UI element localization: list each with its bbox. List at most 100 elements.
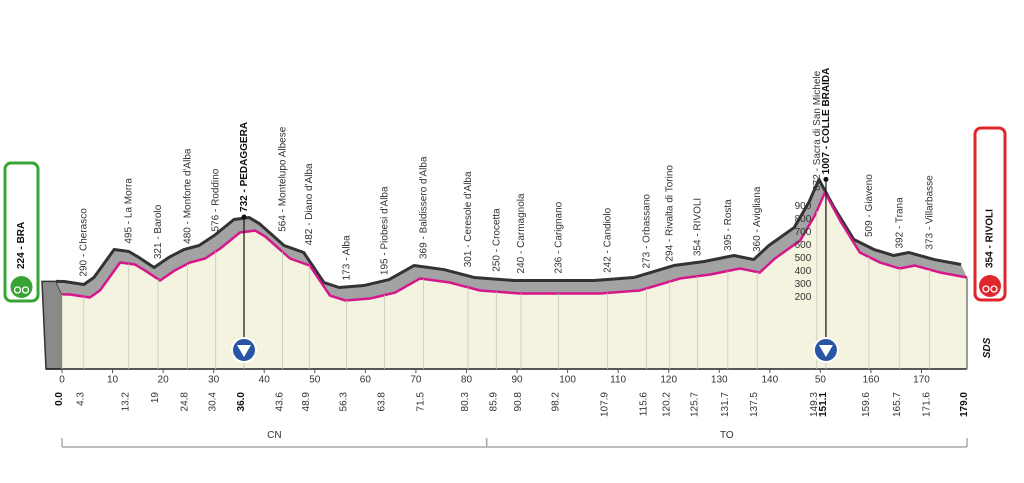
profile-outline bbox=[55, 177, 962, 289]
x-tick-label: 90 bbox=[511, 375, 523, 386]
place-label: 732 - PEDAGGERA bbox=[239, 122, 250, 212]
logo: SDS bbox=[982, 337, 993, 358]
km-label: 115.6 bbox=[638, 392, 649, 417]
place-label: 360 - Avigliana bbox=[752, 186, 763, 252]
start-icon-wheel bbox=[21, 286, 30, 294]
place-label: 480 - Monforte d'Alba bbox=[182, 148, 193, 244]
marker-dot bbox=[823, 176, 829, 182]
place-label: 395 - Rosta bbox=[723, 199, 734, 251]
km-label: 63.8 bbox=[377, 392, 388, 412]
y-tick-label: 300 bbox=[795, 279, 812, 290]
place-label: 354 - RIVOLI bbox=[693, 198, 704, 256]
start-icon-wheel bbox=[13, 286, 22, 294]
place-label: 576 - Roddino bbox=[211, 168, 222, 231]
x-tick-label: 50 bbox=[815, 375, 827, 386]
km-label: 36.0 bbox=[236, 392, 247, 412]
x-tick-label: 100 bbox=[559, 375, 576, 386]
x-tick-label: 140 bbox=[761, 375, 778, 386]
x-tick-label: 60 bbox=[360, 375, 372, 386]
km-label: 131.7 bbox=[720, 392, 731, 417]
x-tick-label: 10 bbox=[107, 375, 119, 386]
place-label: 240 - Carmagnola bbox=[516, 193, 527, 273]
start-label: 224 - BRA bbox=[16, 222, 27, 269]
place-label: 392 - Trana bbox=[895, 197, 906, 249]
place-label: 872 - Sacra di San Michele bbox=[812, 70, 823, 191]
place-label: 250 - Crocetta bbox=[491, 208, 502, 272]
x-tick-label: 20 bbox=[158, 375, 170, 386]
km-label: 90.8 bbox=[513, 392, 524, 412]
place-label: 321 - Barolo bbox=[153, 204, 164, 259]
x-tick-label: 120 bbox=[660, 375, 677, 386]
start-icon bbox=[10, 276, 33, 298]
km-label: 149.3 bbox=[809, 392, 820, 417]
x-tick-label: 0 bbox=[59, 375, 65, 386]
km-label: 137.5 bbox=[749, 392, 760, 417]
km-label: 56.3 bbox=[339, 392, 350, 412]
km-label: 43.6 bbox=[274, 392, 285, 412]
start-badge bbox=[3, 161, 40, 303]
km-label: 107.9 bbox=[600, 392, 611, 417]
finish-icon bbox=[979, 275, 1001, 297]
km-label: 48.9 bbox=[301, 392, 312, 412]
profile-shade bbox=[56, 179, 967, 301]
x-tick-label: 70 bbox=[410, 375, 422, 386]
km-label: 71.5 bbox=[415, 392, 426, 412]
km-label: 80.3 bbox=[460, 392, 471, 412]
region-label: TO bbox=[720, 430, 734, 441]
km-label: 125.7 bbox=[690, 392, 701, 417]
region-label: CN bbox=[267, 430, 281, 441]
y-tick-label: 500 bbox=[795, 253, 812, 264]
km-label: 30.4 bbox=[208, 392, 219, 412]
place-label: 564 - Montelupo Albese bbox=[277, 126, 288, 232]
marker-arrow bbox=[237, 345, 252, 357]
place-label: 195 - Piobesi d'Alba bbox=[380, 186, 391, 275]
marker-arrow bbox=[818, 345, 833, 357]
km-label: 120.2 bbox=[662, 392, 673, 417]
x-tick-label: 40 bbox=[259, 375, 271, 386]
km-label: 151.1 bbox=[818, 392, 829, 417]
km-label: 165.7 bbox=[892, 392, 903, 417]
place-label: 290 - Cherasco bbox=[79, 208, 90, 277]
start-wall bbox=[41, 280, 63, 370]
km-label: 0.0 bbox=[54, 392, 65, 406]
y-tick-label: 600 bbox=[795, 240, 812, 251]
place-label: 482 - Diano d'Alba bbox=[304, 163, 315, 245]
km-label: 179.0 bbox=[959, 392, 970, 417]
x-tick-label: 170 bbox=[913, 375, 930, 386]
x-tick-label: 110 bbox=[610, 375, 626, 386]
x-tick-label: 50 bbox=[309, 375, 321, 386]
place-label: 242 - Candiolo bbox=[603, 207, 614, 272]
km-label: 85.9 bbox=[488, 392, 499, 412]
place-label: 294 - Rivalta di Torino bbox=[665, 165, 676, 262]
finish-label: 354 - RIVOLI bbox=[985, 209, 996, 268]
finish-badge bbox=[973, 126, 1007, 302]
profile-line bbox=[61, 191, 968, 302]
y-tick-label: 700 bbox=[795, 227, 812, 238]
km-label: 4.3 bbox=[76, 392, 87, 406]
place-label: 273 - Orbassano bbox=[641, 194, 652, 269]
y-tick-label: 900 bbox=[795, 201, 812, 212]
profile-area bbox=[62, 192, 967, 369]
marker-dot bbox=[241, 214, 247, 220]
km-label: 24.8 bbox=[179, 392, 190, 412]
place-label: 495 - La Morra bbox=[124, 178, 135, 244]
place-label: 301 - Ceresole d'Alba bbox=[463, 171, 474, 267]
place-label: 236 - Carignano bbox=[553, 201, 564, 273]
km-label: 13.2 bbox=[121, 392, 132, 412]
x-tick-label: 130 bbox=[711, 375, 728, 386]
km-label: 19 bbox=[150, 392, 161, 404]
place-label: 369 - Baldissero d'Alba bbox=[418, 156, 429, 259]
place-label: 173 - Alba bbox=[342, 235, 353, 280]
km-label: 98.2 bbox=[550, 392, 561, 412]
km-label: 159.6 bbox=[861, 392, 872, 417]
place-label: 373 - Villarbasse bbox=[925, 175, 936, 250]
finish-icon-wheel bbox=[990, 285, 998, 293]
y-tick-label: 200 bbox=[795, 292, 812, 303]
y-tick-label: 400 bbox=[795, 266, 812, 277]
x-tick-label: 160 bbox=[863, 375, 880, 386]
km-label: 171.6 bbox=[922, 392, 933, 417]
y-tick-label: 800 bbox=[795, 214, 812, 225]
x-tick-label: 30 bbox=[208, 375, 220, 386]
place-label: 1007 - COLLE BRAIDA bbox=[821, 68, 832, 175]
